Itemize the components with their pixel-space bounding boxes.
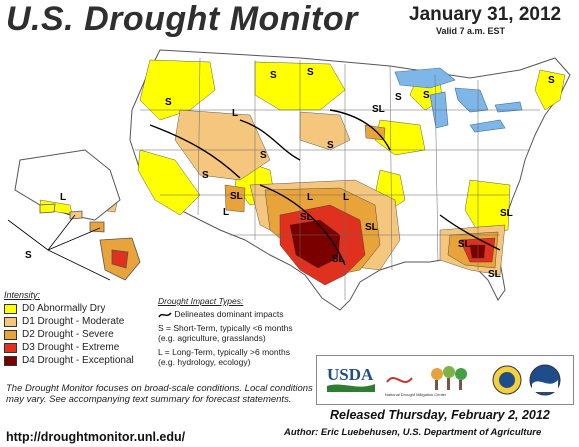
impact-lines	[149, 109, 501, 266]
legend-label-d1: D1 Drought - Moderate	[22, 316, 125, 327]
legend-label-d0: D0 Abnormally Dry	[22, 303, 106, 314]
legend-header: Intensity:	[4, 290, 41, 300]
impact-label-s: S	[270, 70, 277, 81]
swatch-d0	[4, 303, 17, 314]
legend-item-d3: D3 Drought - Extreme	[4, 341, 154, 354]
noaa-seal-icon	[529, 364, 561, 396]
tree-logo	[431, 366, 467, 390]
impact-label-sl: SL	[488, 269, 501, 280]
impact-label-s: S	[423, 90, 430, 101]
legend-item-d0: D0 Abnormally Dry	[4, 302, 154, 315]
legend-item-d2: D2 Drought - Severe	[4, 328, 154, 341]
impact-label-s: S	[165, 97, 172, 108]
impact-short-sub: (e.g. agriculture, grasslands)	[158, 333, 266, 343]
impact-line-key: Delineates dominant impacts	[158, 309, 333, 319]
impact-line-icon	[158, 312, 172, 318]
impact-label-s: S	[260, 150, 267, 161]
legend-item-d4: D4 Drought - Exceptional	[4, 354, 154, 367]
legend-label-d3: D3 Drought - Extreme	[22, 342, 120, 353]
intensity-legend: Intensity: D0 Abnormally Dry D1 Drought …	[4, 290, 154, 367]
impact-label-sl: SL	[372, 104, 385, 115]
logo-box: USDA National Drought Mitigation Center	[316, 355, 574, 405]
impact-label-s: S	[202, 170, 209, 181]
impact-label-sl: SL	[230, 191, 243, 202]
author-credit: Author: Eric Luebehusen, U.S. Department…	[284, 427, 542, 438]
impact-long-sub: (e.g. hydrology, ecology)	[158, 357, 251, 367]
commerce-seal-icon	[492, 365, 522, 395]
disclaimer-note: The Drought Monitor focuses on broad-sca…	[6, 383, 313, 405]
impact-label-l: L	[60, 192, 66, 203]
monitor-url[interactable]: http://droughtmonitor.unl.edu/	[6, 430, 186, 444]
impact-short: S = Short-Term, typically <6 months (e.g…	[158, 323, 333, 343]
svg-text:National Drought Mitigation Ce: National Drought Mitigation Center	[385, 392, 447, 397]
swatch-d1	[4, 316, 17, 327]
hawaii-pointers	[7, 214, 111, 281]
impact-label-sl: SL	[365, 222, 378, 233]
impact-label-s: S	[327, 140, 334, 151]
impact-label-s: S	[25, 250, 32, 261]
valid-time: Valid 7 a.m. EST	[436, 26, 506, 36]
impact-types: Drought Impact Types: Delineates dominan…	[158, 296, 333, 371]
impact-label-sl: SL	[300, 212, 313, 223]
ndmc-logo: National Drought Mitigation Center	[385, 377, 447, 397]
impact-line-text: Delineates dominant impacts	[174, 309, 284, 319]
d4-areas	[289, 219, 486, 269]
impact-label-s: S	[548, 75, 555, 86]
map-title: U.S. Drought Monitor	[6, 0, 358, 38]
legend-label-d2: D2 Drought - Severe	[22, 329, 114, 340]
swatch-d3	[4, 342, 17, 353]
impact-label-s: S	[395, 92, 402, 103]
impact-long: L = Long-Term, typically >6 months (e.g.…	[158, 347, 333, 367]
agency-logos: USDA National Drought Mitigation Center	[327, 364, 561, 397]
usda-logo: USDA	[327, 365, 375, 392]
impact-long-text: L = Long-Term, typically >6 months	[158, 347, 290, 357]
impact-label-sl: SL	[458, 239, 471, 250]
swatch-d4	[4, 355, 17, 366]
impact-label-l: L	[223, 207, 229, 218]
impact-label-l: L	[232, 108, 238, 119]
legend-item-d1: D1 Drought - Moderate	[4, 315, 154, 328]
map-date: January 31, 2012	[409, 4, 562, 25]
impact-label-sl: SL	[332, 254, 345, 265]
impact-label-l: L	[307, 192, 313, 203]
svg-text:USDA: USDA	[327, 365, 374, 384]
impact-label-s: S	[307, 67, 314, 78]
legend-label-d4: D4 Drought - Exceptional	[22, 355, 134, 366]
release-date: Released Thursday, February 2, 2012	[330, 408, 550, 422]
impact-label-l: L	[343, 192, 349, 203]
impact-header: Drought Impact Types:	[158, 296, 244, 306]
impact-label-sl: SL	[500, 208, 513, 219]
impact-short-text: S = Short-Term, typically <6 months	[158, 323, 293, 333]
state-borders	[135, 57, 540, 300]
swatch-d2	[4, 329, 17, 340]
